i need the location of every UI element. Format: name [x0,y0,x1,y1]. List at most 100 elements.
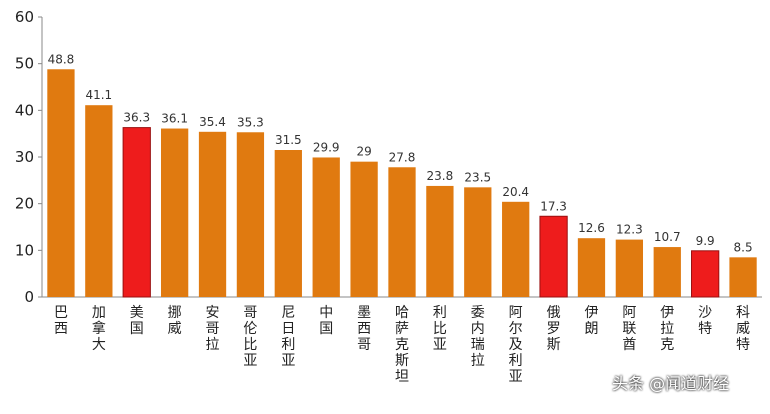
data-label: 31.5 [275,133,302,147]
bar-7 [312,157,340,297]
bar-15 [615,239,644,297]
category-label: 比 [243,337,257,353]
category-label: 中 [319,305,333,321]
bar-10 [426,185,454,297]
category-label: 拿 [92,320,106,337]
bar-14 [577,238,606,297]
category-label: 亚 [433,337,447,353]
category-label: 拉 [471,353,485,369]
category-label: 尔 [509,321,523,337]
category-label: 拉 [206,337,220,353]
data-label: 17.3 [540,199,567,213]
category-label: 内 [471,321,485,337]
bar-5 [236,132,265,297]
category-label: 挪 [168,305,182,321]
category-label: 科 [736,305,750,321]
y-tick-label: 10 [15,241,34,259]
category-label: 伊 [584,305,598,321]
y-tick-label: 60 [15,8,34,26]
data-label: 23.5 [464,170,491,184]
category-label: 伦 [243,321,257,337]
category-labels: 巴西加拿大美国挪威安哥拉哥伦比亚尼日利亚中国墨西哥哈萨克斯坦利比亚委内瑞拉阿尔及… [54,305,750,385]
bars [47,69,757,298]
category-label: 亚 [281,353,295,369]
category-label: 酋 [622,336,636,353]
bar-1 [85,105,113,297]
category-label: 斯 [395,353,409,369]
category-label: 哈 [395,305,409,321]
y-tick-label: 30 [15,148,34,166]
category-label: 哥 [206,321,220,337]
category-label: 亚 [509,369,523,385]
data-labels: 48.8 41.1 36.3 36.1 35.4 35.3 31.5 29.9 29 27.8 23… [48,52,753,254]
data-label: 29.9 [313,140,340,154]
bar-3 [160,128,189,297]
category-label: 利 [509,353,523,369]
data-label: 12.3 [616,223,643,237]
category-label: 阿 [509,305,523,321]
bar-17 [691,250,720,298]
bar-12 [502,201,530,297]
category-label: 斯 [547,337,561,353]
category-label: 特 [698,321,712,337]
bar-0 [47,69,75,298]
category-label: 大 [92,337,106,353]
data-label: 36.1 [161,112,188,126]
data-label: 23.8 [427,169,454,183]
category-label: 伊 [660,305,674,321]
data-label: 10.7 [654,230,681,244]
category-label: 威 [736,321,750,337]
category-label: 联 [622,321,636,337]
category-label: 罗 [547,321,561,337]
category-label: 委 [471,305,485,321]
category-label: 哥 [243,305,257,321]
bar-6 [274,150,302,297]
data-label: 41.1 [85,88,112,102]
category-label: 西 [54,321,68,337]
bar-16 [653,247,681,297]
data-label: 29 [356,145,371,159]
watermark: 头条 @闻道财经 [612,374,730,393]
data-label: 35.4 [199,115,226,129]
data-label: 9.9 [696,234,715,248]
data-label: 35.3 [237,115,264,129]
category-label: 拉 [660,321,674,337]
category-label: 朗 [584,321,598,337]
y-tick-label: 40 [15,101,34,119]
bar-11 [464,187,492,297]
category-label: 西 [357,321,371,337]
category-label: 国 [130,321,144,337]
category-label: 比 [433,321,447,337]
category-label: 沙 [698,305,712,321]
category-label: 亚 [243,353,257,369]
bar-13 [539,215,568,298]
category-label: 萨 [395,321,409,337]
y-tick-label: 20 [15,195,34,213]
category-label: 利 [281,337,295,353]
data-label: 48.8 [48,52,75,66]
data-label: 27.8 [389,150,416,164]
bar-2 [122,127,151,298]
y-tick-label: 0 [24,288,34,306]
category-label: 瑞 [471,337,485,353]
category-label: 日 [281,321,295,337]
data-label: 12.6 [578,221,605,235]
category-label: 俄 [547,305,561,321]
data-label: 8.5 [734,240,753,254]
category-label: 安 [206,305,220,321]
category-label: 加 [92,305,106,321]
bar-4 [198,131,227,297]
category-label: 墨 [357,305,371,321]
y-tick-label: 50 [15,55,34,73]
category-label: 尼 [281,305,295,321]
data-label: 20.4 [502,185,529,199]
data-label: 36.3 [123,111,150,125]
category-label: 阿 [622,305,636,321]
category-label: 国 [319,321,333,337]
category-label: 克 [395,337,409,353]
category-label: 克 [660,337,674,353]
category-label: 坦 [395,369,409,385]
category-label: 巴 [54,305,68,321]
category-label: 及 [509,337,523,353]
